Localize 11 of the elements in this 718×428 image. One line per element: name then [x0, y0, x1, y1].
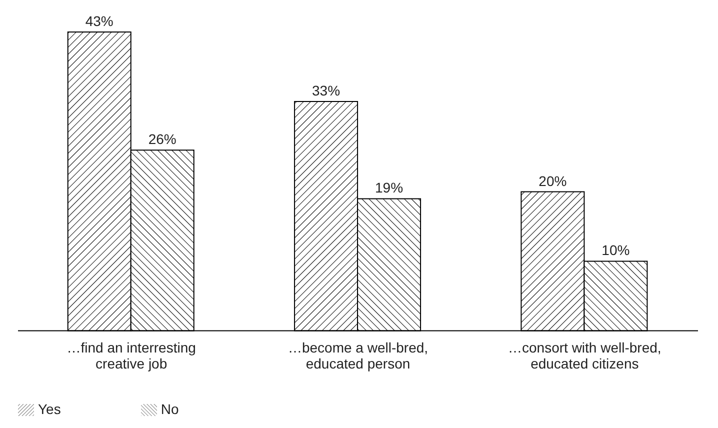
- x-tick-label: …become a well-bred, educated person: [288, 340, 428, 372]
- data-label: 33%: [312, 82, 340, 98]
- data-label: 10%: [602, 242, 630, 258]
- legend-label: No: [160, 400, 179, 417]
- x-tick-label: …find an interresting creative job: [66, 340, 196, 372]
- data-label: 20%: [538, 172, 567, 189]
- data-label: 19%: [375, 180, 404, 196]
- data-label: 43%: [85, 13, 114, 29]
- x-tick-label: …consort with well-bred, educated citizens: [508, 340, 662, 372]
- data-label: 26%: [148, 131, 176, 148]
- legend-label: Yes: [38, 400, 61, 417]
